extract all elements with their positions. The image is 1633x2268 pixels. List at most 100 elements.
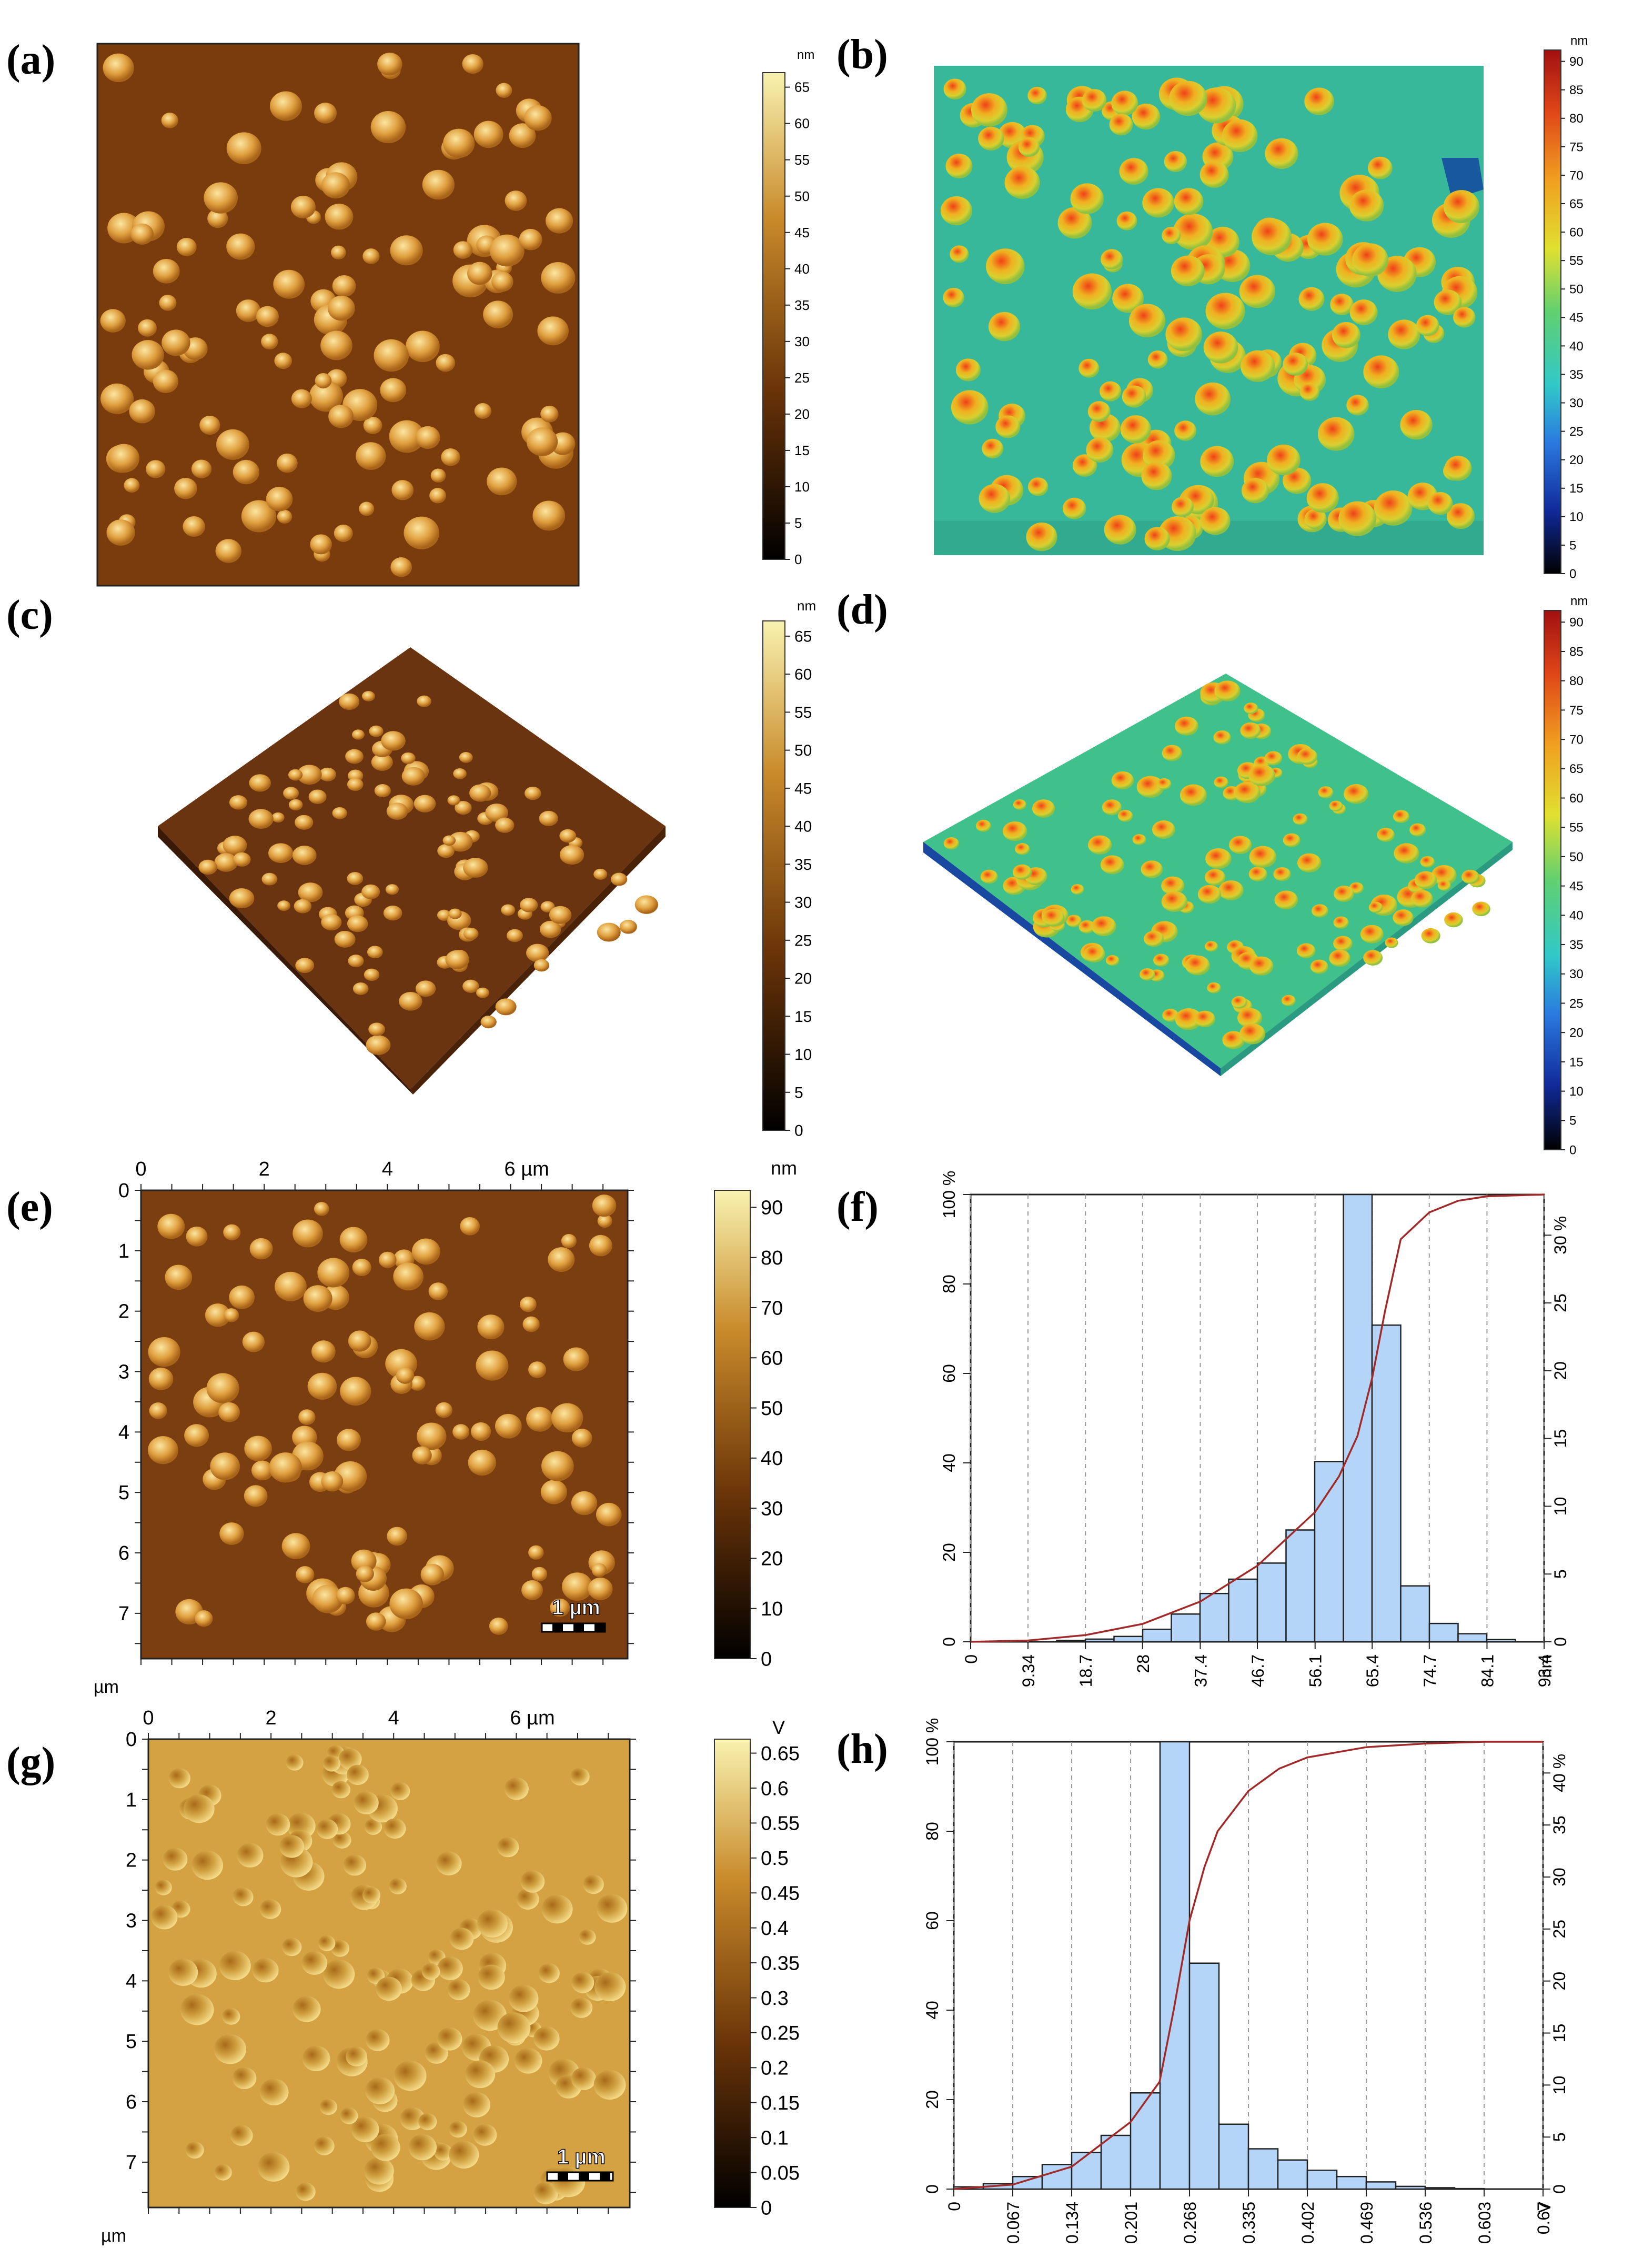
colorbar-e-unit: nm <box>771 1157 797 1179</box>
particle <box>412 1446 432 1464</box>
particle <box>1032 799 1055 818</box>
particle <box>389 1588 423 1620</box>
particle <box>532 500 566 531</box>
particle <box>1374 490 1413 526</box>
particle <box>476 987 489 998</box>
particle <box>162 329 190 356</box>
histogram-chart-h: 0 0.067 0.134 0.201 0.268 0.335 0.402 0.469 0.53… <box>923 1718 1569 2244</box>
afm-axis-left-tick: 1 <box>126 1789 137 1811</box>
histogram-chart-f: 0 9.34 18.7 28 37.4 46.7 56.1 65.4 74.7 84.1 93.4n… <box>940 1171 1570 1688</box>
particle <box>153 369 179 393</box>
colorbar-tick-label: 25 <box>794 370 810 386</box>
x-tick-label: 65.4 <box>1363 1654 1382 1687</box>
particle <box>1249 846 1277 868</box>
particle <box>1274 890 1298 910</box>
particle <box>1144 527 1170 550</box>
colorbar-tick-label: 65 <box>794 79 810 95</box>
right-tick-label: 10 <box>1551 1497 1570 1516</box>
particle <box>1132 834 1146 845</box>
particle <box>321 1471 344 1492</box>
particle <box>533 2181 558 2204</box>
particle <box>363 416 382 434</box>
colorbar-tick-label: 0.6 <box>761 1778 789 1800</box>
x-tick-label: 37.4 <box>1191 1654 1210 1687</box>
particle <box>1244 703 1258 714</box>
particle <box>436 354 456 372</box>
particle <box>449 2121 467 2138</box>
right-tick-label: 25 <box>1550 1920 1569 1939</box>
particle <box>1013 799 1026 810</box>
particle <box>437 2027 462 2051</box>
particle <box>1087 401 1111 422</box>
particle <box>316 1819 338 1839</box>
particle <box>1297 748 1318 765</box>
particle <box>195 1610 213 1627</box>
afm-phase-image-g: 0 2 4 6 µm 0 1 2 3 4 5 6 7 µm 1 µm <box>101 1707 636 2246</box>
particle <box>509 123 536 148</box>
particle <box>943 837 959 850</box>
particle <box>541 1894 573 1924</box>
particle <box>469 784 491 802</box>
particle <box>422 169 455 200</box>
particle <box>526 1407 553 1432</box>
colorbar-tick-label: 5 <box>1569 1114 1576 1128</box>
particle <box>474 403 492 419</box>
particle <box>634 895 658 914</box>
particle <box>374 339 409 372</box>
histogram-bar <box>1314 1461 1344 1643</box>
panel-label-d: (d) <box>836 587 888 633</box>
particle <box>1018 137 1040 157</box>
histogram-bar <box>1400 1585 1430 1643</box>
x-tick-label: 84.1 <box>1478 1654 1497 1687</box>
particle <box>339 693 360 710</box>
particle <box>411 1238 440 1265</box>
right-tick-label: 15 <box>1551 1429 1570 1448</box>
particle <box>230 2125 253 2146</box>
particle <box>485 803 509 822</box>
particle <box>437 1956 463 1980</box>
afm-axis-left-tick: 0 <box>118 1180 129 1202</box>
particle <box>541 1451 574 1481</box>
particle <box>339 1227 368 1253</box>
particle <box>1140 968 1155 981</box>
particle <box>477 1909 508 1938</box>
particle <box>579 1929 596 1945</box>
particle <box>356 1565 374 1582</box>
particle <box>148 1436 178 1464</box>
particle <box>1240 722 1261 739</box>
particle <box>538 1963 560 1983</box>
histogram-bar <box>1343 1193 1373 1643</box>
particle <box>531 1567 548 1581</box>
particle <box>1416 315 1439 336</box>
particle <box>259 2079 289 2105</box>
particle <box>384 1818 406 1839</box>
particle <box>1109 113 1133 136</box>
particle <box>207 209 228 228</box>
particle <box>1446 503 1475 529</box>
histogram-bar <box>1371 1324 1402 1643</box>
particle <box>406 330 440 363</box>
particle <box>1296 943 1316 959</box>
particle <box>1066 915 1082 928</box>
panel-label-f: (f) <box>836 1184 879 1230</box>
particle <box>1185 955 1210 976</box>
particle <box>408 2134 437 2161</box>
colorbar-tick-label: 20 <box>1569 453 1584 467</box>
particle <box>467 262 492 285</box>
histogram-bar <box>1365 2181 1397 2190</box>
colorbar-tick-label: 50 <box>1569 283 1584 297</box>
particle <box>1318 786 1334 799</box>
particle <box>1205 848 1232 869</box>
particle <box>261 334 278 350</box>
colorbar-a-unit: nm <box>797 48 814 62</box>
particle <box>233 852 251 867</box>
particle <box>1431 865 1457 886</box>
x-tick-label: 56.1 <box>1306 1654 1325 1687</box>
histogram-bar <box>1336 2175 1367 2190</box>
particle <box>1312 904 1328 918</box>
particle <box>106 519 135 546</box>
histogram-bar <box>1199 1592 1229 1643</box>
particle <box>519 1297 537 1312</box>
particle <box>296 1566 315 1583</box>
particle <box>393 1262 424 1291</box>
